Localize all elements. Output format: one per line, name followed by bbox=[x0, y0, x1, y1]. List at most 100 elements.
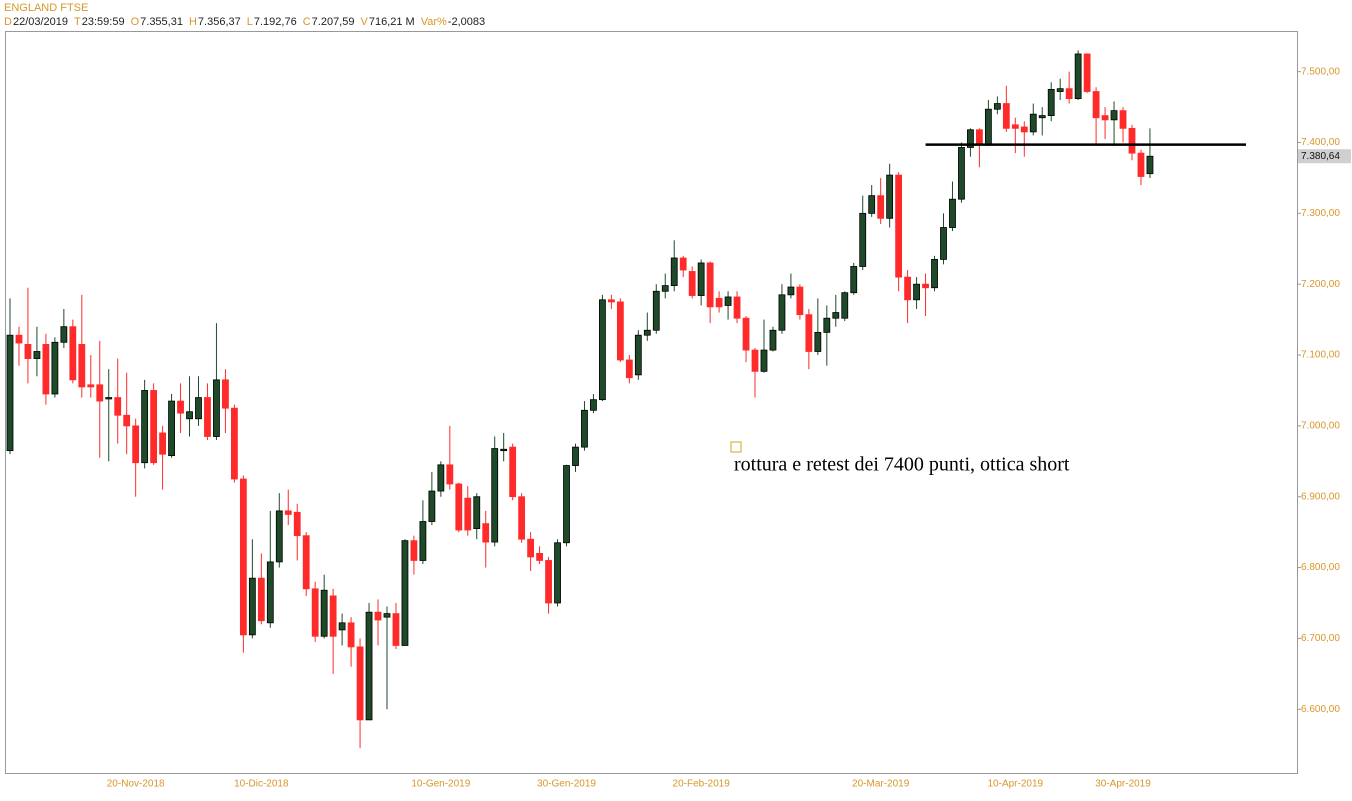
candle-body bbox=[491, 448, 499, 543]
candle-body bbox=[51, 341, 59, 395]
candle-body bbox=[778, 294, 786, 331]
candle-body bbox=[572, 446, 579, 466]
candle-body bbox=[123, 414, 131, 427]
plot-frame bbox=[5, 31, 1298, 774]
candle-body bbox=[410, 540, 418, 561]
candle-body bbox=[284, 510, 292, 515]
candle-body bbox=[1137, 152, 1145, 177]
candle-body bbox=[661, 285, 669, 292]
y-tick-label: 7.400,00 bbox=[1301, 137, 1340, 148]
candle-body bbox=[1002, 103, 1010, 129]
candle-body bbox=[42, 344, 50, 395]
candle-body bbox=[679, 257, 687, 271]
candle-body bbox=[338, 622, 346, 631]
info-value: 22/03/2019 bbox=[12, 16, 69, 28]
x-tick-label: 30-Apr-2019 bbox=[1095, 779, 1151, 790]
candle-body bbox=[195, 397, 202, 420]
y-tick-label: 7.100,00 bbox=[1301, 350, 1340, 361]
symbol: ENGLAND FTSE bbox=[4, 2, 89, 14]
y-tick-label: 6.900,00 bbox=[1301, 491, 1340, 502]
candle-body bbox=[509, 446, 517, 498]
candle-body bbox=[742, 317, 750, 351]
candle-body bbox=[751, 349, 759, 372]
candle-body bbox=[832, 312, 840, 319]
candle-body bbox=[877, 195, 885, 219]
candle-body bbox=[356, 646, 364, 721]
candle-body bbox=[859, 212, 867, 267]
candle-body bbox=[320, 589, 328, 637]
candle-body bbox=[329, 595, 337, 637]
candle-body bbox=[949, 198, 956, 228]
candle-body bbox=[616, 301, 624, 361]
info-value: 7.207,59 bbox=[311, 16, 355, 28]
candle-body bbox=[204, 397, 211, 437]
x-tick-label: 10-Gen-2019 bbox=[411, 779, 470, 790]
info-key: T bbox=[74, 16, 81, 28]
candle-body bbox=[787, 286, 795, 296]
info-key: D bbox=[4, 16, 12, 28]
candle-body bbox=[599, 299, 606, 401]
candle-body bbox=[536, 552, 543, 561]
candle-body bbox=[437, 464, 445, 492]
candle-body bbox=[383, 613, 391, 618]
candle-body bbox=[69, 326, 77, 381]
candle-body bbox=[248, 577, 256, 636]
candle-body bbox=[87, 384, 95, 388]
candle-body bbox=[976, 129, 983, 145]
candle-body bbox=[796, 286, 804, 316]
candle-body bbox=[365, 611, 373, 721]
candle-body bbox=[1146, 155, 1154, 175]
candle-body bbox=[993, 103, 1001, 110]
candle-body bbox=[760, 349, 768, 372]
info-value: 716,21 M bbox=[368, 16, 415, 28]
candle-body bbox=[913, 283, 920, 301]
candle-body bbox=[527, 538, 535, 558]
x-tick-label: 20-Mar-2019 bbox=[852, 779, 910, 790]
y-tick-label: 6.800,00 bbox=[1301, 562, 1340, 573]
x-tick-label: 10-Dic-2018 bbox=[234, 779, 289, 790]
candle-body bbox=[293, 511, 301, 537]
candle-body bbox=[1128, 127, 1136, 154]
info-value: 23:59:59 bbox=[81, 16, 125, 28]
header: ENGLAND FTSE D22/03/2019 T23:59:59 O7.355,… bbox=[4, 1, 485, 29]
candle-body bbox=[886, 174, 894, 219]
candle-body bbox=[1011, 124, 1019, 129]
candle-body bbox=[239, 478, 247, 636]
candle-body bbox=[715, 297, 723, 308]
info-key: H bbox=[188, 16, 197, 28]
y-tick-label: 7.000,00 bbox=[1301, 421, 1340, 432]
candle-body bbox=[1119, 110, 1127, 129]
candle-body bbox=[1065, 88, 1073, 99]
candle-body bbox=[688, 271, 696, 296]
annotation: rottura e retest dei 7400 punti, ottica … bbox=[734, 454, 1070, 476]
candle-body bbox=[347, 622, 355, 648]
candle-body bbox=[24, 344, 32, 359]
info-key: V bbox=[360, 16, 368, 28]
candle-body bbox=[464, 497, 472, 531]
candle-body bbox=[841, 292, 849, 319]
candle-body bbox=[850, 266, 858, 294]
candle-body bbox=[132, 425, 140, 464]
info-value: 7.356,37 bbox=[197, 16, 241, 28]
candle-body bbox=[446, 464, 454, 485]
candle-body bbox=[159, 432, 166, 455]
info-value: 7.192,76 bbox=[253, 16, 297, 28]
candle-body bbox=[105, 397, 113, 400]
candle-body bbox=[266, 561, 274, 624]
y-tick-label: 7.500,00 bbox=[1301, 66, 1340, 77]
candle-body bbox=[1110, 110, 1118, 121]
candle-body bbox=[311, 588, 319, 637]
candle-body bbox=[222, 379, 229, 409]
candle-body bbox=[706, 262, 714, 308]
candle-body bbox=[428, 490, 436, 522]
candle-body bbox=[419, 521, 427, 561]
candle-body bbox=[563, 465, 570, 544]
info-key: Var% bbox=[420, 16, 447, 28]
candle-body bbox=[625, 359, 633, 379]
candle-body bbox=[141, 390, 149, 464]
candle-body bbox=[374, 611, 382, 621]
candle-body bbox=[1083, 53, 1091, 92]
candle-body bbox=[697, 262, 705, 296]
last-price-label: 7.380,64 bbox=[1301, 151, 1340, 162]
